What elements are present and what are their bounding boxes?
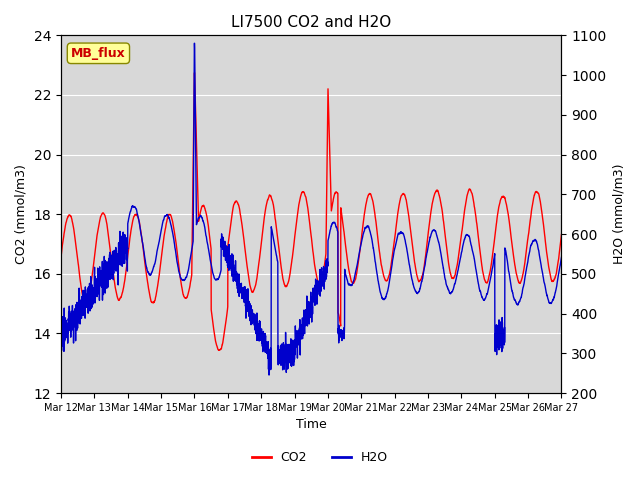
H2O [164, 214, 172, 219]
CO2 [369, 198, 376, 204]
H2O [557, 254, 565, 260]
X-axis label: Time: Time [296, 419, 326, 432]
H2O [197, 213, 205, 219]
H2O [557, 255, 565, 261]
CO2 [197, 207, 205, 213]
Y-axis label: H2O (mmol/m3): H2O (mmol/m3) [612, 164, 625, 264]
CO2 [360, 215, 368, 220]
Text: MB_flux: MB_flux [71, 47, 126, 60]
Y-axis label: CO2 (mmol/m3): CO2 (mmol/m3) [15, 164, 28, 264]
H2O [369, 241, 376, 247]
CO2 [510, 258, 518, 264]
H2O [510, 296, 518, 302]
CO2 [57, 254, 65, 260]
CO2 [557, 231, 565, 237]
CO2 [164, 213, 172, 218]
Line: H2O: H2O [61, 43, 561, 375]
Legend: CO2, H2O: CO2, H2O [247, 446, 393, 469]
H2O [360, 229, 368, 235]
Line: CO2: CO2 [61, 72, 561, 350]
CO2 [557, 233, 565, 239]
CO2 [191, 70, 198, 75]
H2O [191, 40, 198, 46]
CO2 [215, 348, 223, 353]
Title: LI7500 CO2 and H2O: LI7500 CO2 and H2O [231, 15, 392, 30]
H2O [57, 334, 65, 339]
H2O [265, 372, 273, 378]
